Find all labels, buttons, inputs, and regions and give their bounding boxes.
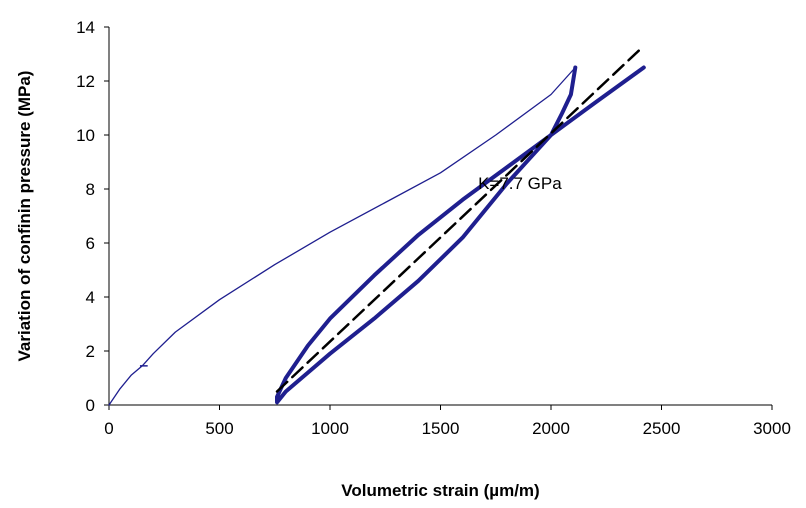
x-tick-label: 0	[104, 419, 113, 438]
x-tick-label: 1500	[422, 419, 460, 438]
k-annotation: K=7.7 GPa	[478, 174, 562, 193]
y-tick-label: 6	[86, 234, 95, 253]
x-axis-title: Volumetric strain (µm/m)	[341, 481, 539, 500]
series-dashed-line	[275, 44, 646, 393]
y-tick-label: 14	[76, 18, 95, 37]
x-tick-label: 2000	[532, 419, 570, 438]
y-tick-label: 4	[86, 288, 95, 307]
series-thick-line	[275, 65, 646, 405]
x-tick-label: 2500	[643, 419, 681, 438]
y-tick-label: 2	[86, 342, 95, 361]
series-layer	[108, 44, 646, 406]
x-tick-label: 500	[205, 419, 233, 438]
x-tick-label: 1000	[311, 419, 349, 438]
x-tick-label: 3000	[753, 419, 791, 438]
y-tick-label: 0	[86, 396, 95, 415]
axes: 0 2 4 6 8 10 12 14 0 500 1000 1500 2000 2500 3000	[76, 18, 791, 438]
y-tick-label: 8	[86, 180, 95, 199]
y-tick-label: 12	[76, 72, 95, 91]
y-tick-label: 10	[76, 126, 95, 145]
y-axis-title: Variation of confinin pressure (MPa)	[15, 71, 34, 362]
series-thin-line	[108, 66, 576, 406]
